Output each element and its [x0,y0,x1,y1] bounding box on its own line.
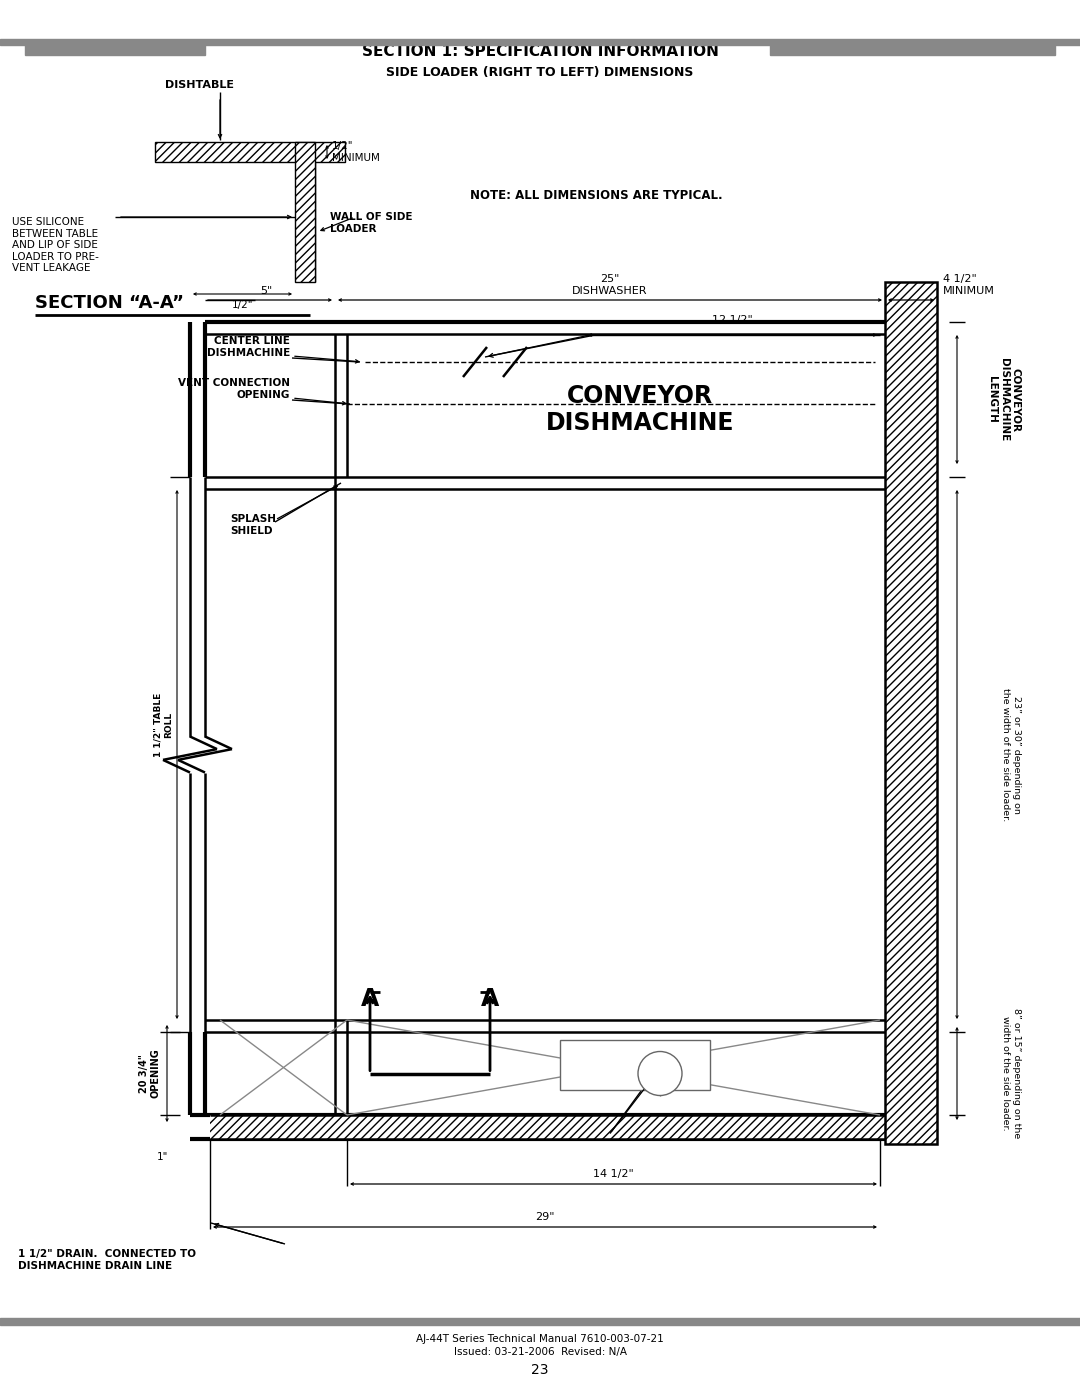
Text: 1 1/2" TABLE
ROLL: 1 1/2" TABLE ROLL [153,693,173,757]
Bar [0,1317,1080,1324]
Text: CENTER LINE
DISHMACHINE: CENTER LINE DISHMACHINE [206,337,291,358]
Text: CONVEYOR
DISHMACHINE: CONVEYOR DISHMACHINE [545,384,734,436]
Text: 20 3/4"
OPENING: 20 3/4" OPENING [139,1049,161,1098]
Text: A: A [481,988,499,1011]
Text: AJ-44T Series Technical Manual 7610-003-07-21: AJ-44T Series Technical Manual 7610-003-… [416,1334,664,1344]
Bar [295,142,315,282]
Text: 12 1/2": 12 1/2" [712,314,753,326]
Bar [25,41,205,54]
Text: Issued: 03-21-2006  Revised: N/A: Issued: 03-21-2006 Revised: N/A [454,1347,626,1356]
Text: NOTE: ALL DIMENSIONS ARE TYPICAL.: NOTE: ALL DIMENSIONS ARE TYPICAL. [470,189,723,201]
Text: WALL OF SIDE
LOADER: WALL OF SIDE LOADER [330,212,413,233]
Text: 5": 5" [260,286,272,296]
Text: SECTION 1: SPECIFICATION INFORMATION: SECTION 1: SPECIFICATION INFORMATION [362,43,718,59]
Text: CONVEYOR
DISHMACHINE
LENGTH: CONVEYOR DISHMACHINE LENGTH [987,358,1021,441]
Text: 29": 29" [536,1213,555,1222]
Text: SPLASH
SHIELD: SPLASH SHIELD [230,514,276,535]
Text: A: A [361,988,379,1011]
Bar [0,39,1080,45]
Bar [770,41,1055,54]
Text: 25"
DISHWASHER: 25" DISHWASHER [572,274,648,296]
Text: 1/2": 1/2" [232,300,253,310]
Bar [885,282,937,1144]
Text: 8” or 15” depending on the
width of the side loader.: 8” or 15” depending on the width of the … [1001,1009,1021,1139]
Text: 1/2"
MINIMUM: 1/2" MINIMUM [332,141,380,163]
Bar [210,1115,885,1139]
Text: VENT CONNECTION
OPENING: VENT CONNECTION OPENING [178,379,291,400]
Text: 1": 1" [158,1153,168,1162]
Text: 4 1/2"
MINIMUM: 4 1/2" MINIMUM [943,274,995,296]
Text: SECTION “A-A”: SECTION “A-A” [35,293,184,312]
Text: USE SILICONE
BETWEEN TABLE
AND LIP OF SIDE
LOADER TO PRE-
VENT LEAKAGE: USE SILICONE BETWEEN TABLE AND LIP OF SI… [12,217,99,274]
Text: 14 1/2": 14 1/2" [593,1169,634,1179]
Text: DISHTABLE: DISHTABLE [165,80,234,89]
Text: 1 1/2" DRAIN.  CONNECTED TO
DISHMACHINE DRAIN LINE: 1 1/2" DRAIN. CONNECTED TO DISHMACHINE D… [18,1249,195,1271]
Bar [561,1039,710,1090]
Text: 23” or 30” depending on
the width of the side loader.: 23” or 30” depending on the width of the… [1001,687,1021,821]
Circle shape [638,1052,681,1095]
Text: 23: 23 [531,1363,549,1377]
Bar [156,142,345,162]
Text: SIDE LOADER (RIGHT TO LEFT) DIMENSIONS: SIDE LOADER (RIGHT TO LEFT) DIMENSIONS [387,66,693,80]
